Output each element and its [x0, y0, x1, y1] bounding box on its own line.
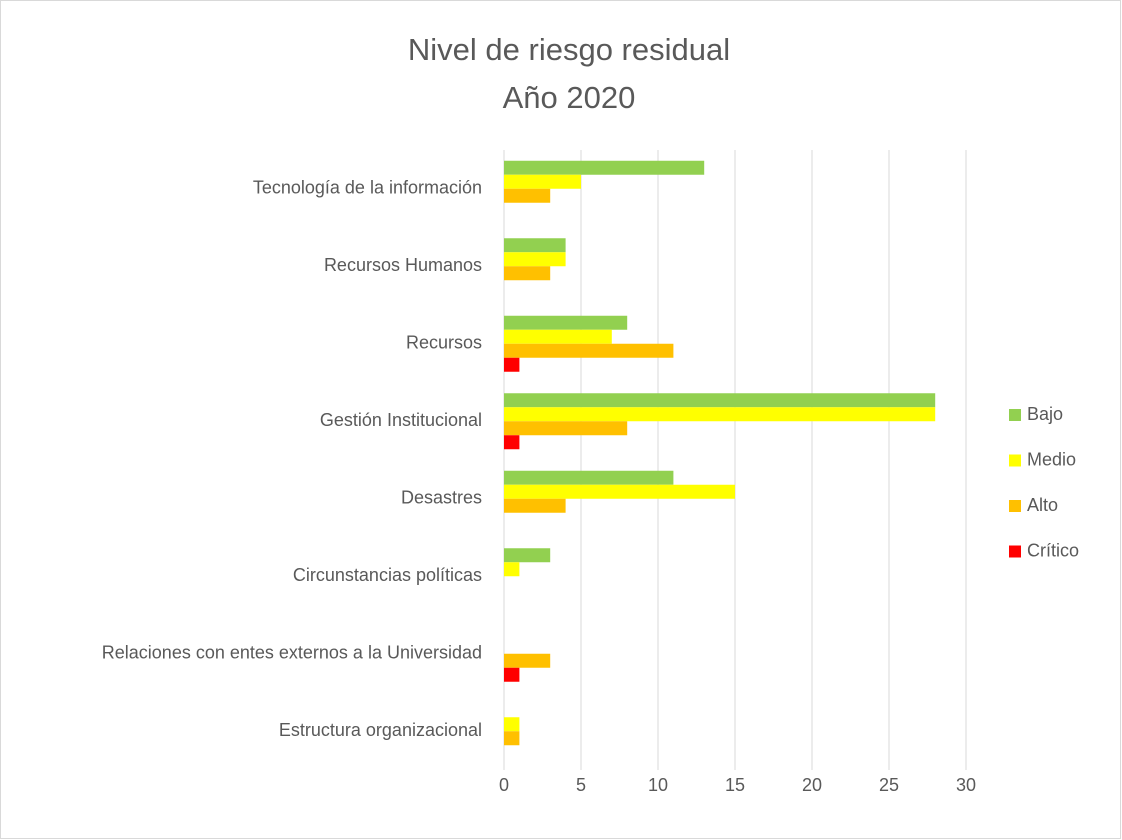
bar — [504, 252, 566, 267]
bar — [504, 343, 674, 358]
bar — [504, 548, 551, 563]
bar — [504, 329, 612, 344]
y-tick-label: Desastres — [401, 488, 482, 508]
y-tick-label: Circunstancias políticas — [293, 565, 482, 585]
bar — [504, 160, 705, 175]
y-tick-label: Recursos — [406, 333, 482, 353]
bar — [504, 407, 936, 422]
legend-swatch — [1009, 500, 1021, 512]
bar — [504, 562, 520, 577]
bar — [504, 498, 566, 513]
bar — [504, 470, 674, 485]
bar — [504, 315, 628, 330]
bar — [504, 731, 520, 746]
legend-label: Crítico — [1027, 540, 1079, 560]
legend-label: Bajo — [1027, 404, 1063, 424]
bar — [504, 238, 566, 253]
x-tick-label: 15 — [725, 775, 745, 795]
chart-subtitle: Año 2020 — [503, 80, 636, 115]
x-tick-label: 20 — [802, 775, 822, 795]
legend-swatch — [1009, 454, 1021, 467]
x-tick-label: 10 — [648, 775, 668, 795]
x-tick-label: 0 — [499, 775, 509, 795]
x-tick-label: 5 — [576, 775, 586, 795]
bar — [504, 393, 936, 408]
bar — [504, 484, 735, 499]
bar — [504, 188, 551, 203]
bar — [504, 667, 520, 682]
y-tick-label: Estructura organizacional — [279, 720, 482, 740]
legend-swatch — [1009, 545, 1021, 558]
bar — [504, 266, 551, 281]
y-tick-label: Relaciones con entes externos a la Unive… — [102, 643, 482, 663]
legend-label: Alto — [1027, 495, 1058, 515]
y-tick-label: Gestión Institucional — [320, 410, 482, 430]
bar — [504, 717, 520, 732]
chart-title: Nivel de riesgo residual — [408, 32, 730, 67]
bar — [504, 174, 581, 189]
x-tick-label: 25 — [879, 775, 899, 795]
bar — [504, 653, 551, 668]
bar — [504, 435, 520, 450]
bar — [504, 421, 628, 436]
y-tick-label: Tecnología de la información — [253, 178, 482, 198]
legend-swatch — [1009, 409, 1021, 421]
bar — [504, 357, 520, 372]
y-tick-label: Recursos Humanos — [324, 255, 482, 275]
legend-label: Medio — [1027, 449, 1076, 469]
x-tick-label: 30 — [956, 775, 976, 795]
